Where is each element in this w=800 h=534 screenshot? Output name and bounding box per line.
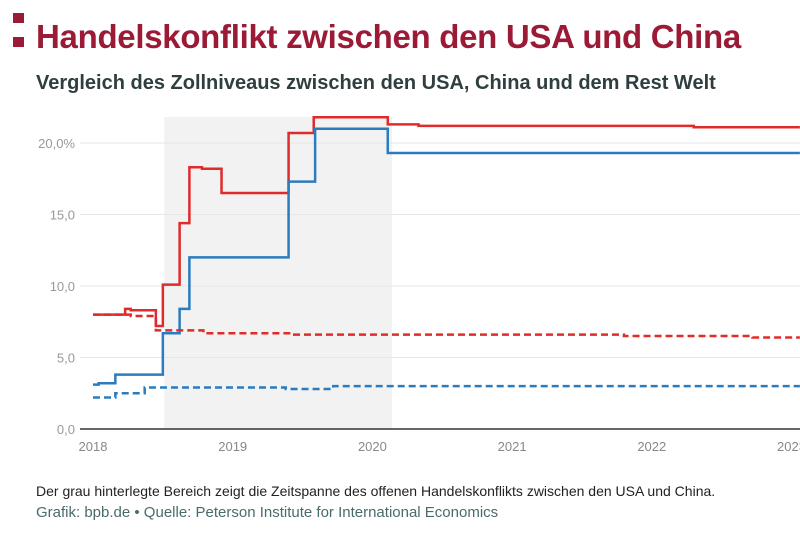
x-tick-label: 2019 — [218, 439, 247, 454]
chart-title: Handelskonflikt zwischen den USA und Chi… — [36, 18, 741, 55]
y-tick-label: 0,0 — [57, 422, 75, 437]
line-chart: 0,0 5,0 10,0 15,0 20,0% 2018 2019 2020 2021 2022… — [38, 116, 800, 454]
conflict-period-shade — [164, 117, 392, 429]
series-line-0 — [93, 116, 800, 328]
x-tick-label: 2023 — [777, 439, 800, 454]
series-line-3 — [93, 384, 800, 399]
x-tick-label: 2021 — [498, 439, 527, 454]
y-tick-label: 10,0 — [50, 279, 75, 294]
series-line-1 — [93, 127, 800, 386]
y-tick-label: 20,0% — [38, 136, 75, 151]
logo-square-top — [13, 13, 24, 23]
chart-note: Der grau hinterlegte Bereich zeigt die Z… — [36, 483, 716, 499]
x-tick-label: 2018 — [79, 439, 108, 454]
y-tick-label: 5,0 — [57, 351, 75, 366]
x-tick-label: 2020 — [358, 439, 387, 454]
logo-square-bottom — [13, 37, 24, 47]
chart-source: Grafik: bpb.de • Quelle: Peterson Instit… — [36, 504, 499, 521]
x-tick-label: 2022 — [637, 439, 666, 454]
y-tick-label: 15,0 — [50, 208, 75, 223]
chart-subtitle: Vergleich des Zollniveaus zwischen den U… — [36, 72, 716, 94]
